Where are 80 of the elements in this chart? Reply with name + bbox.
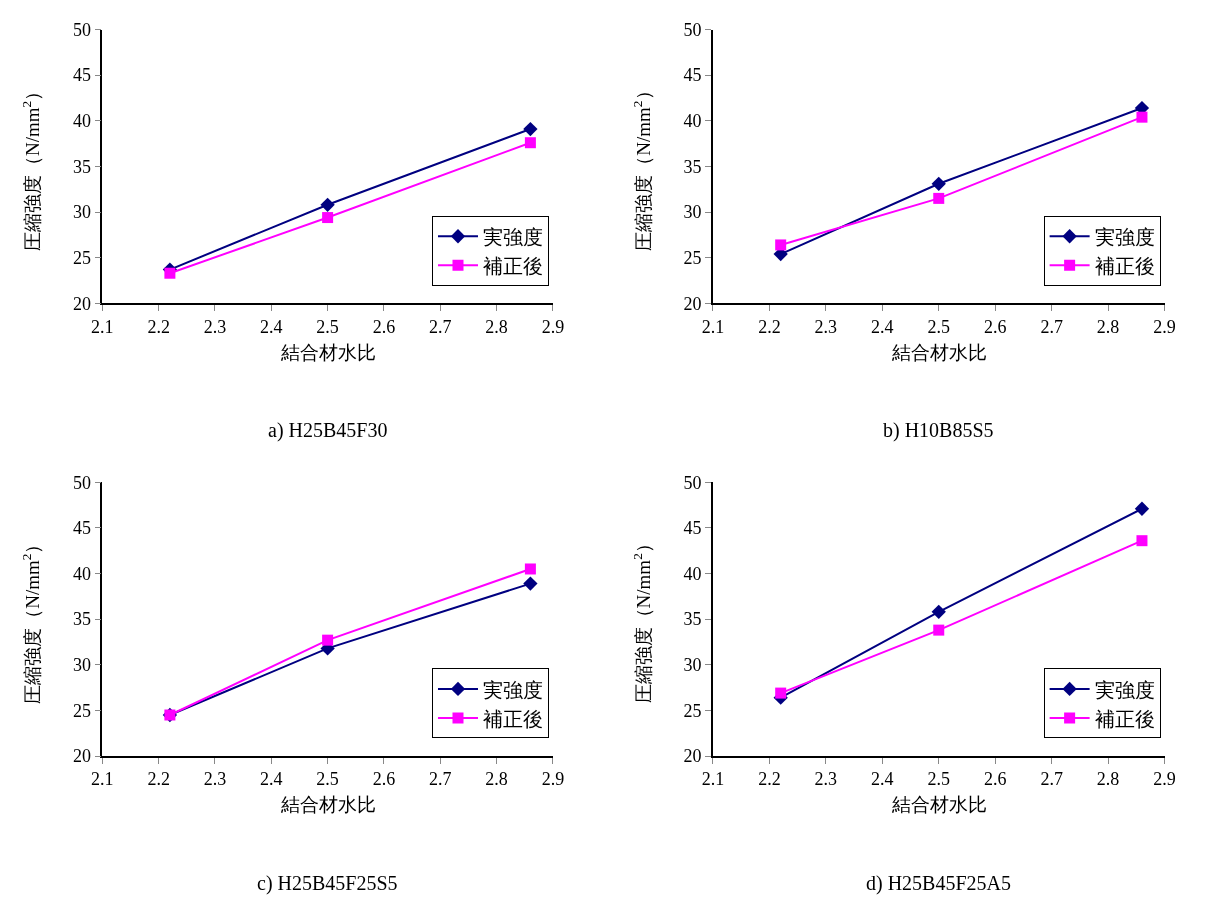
x-tick-label: 2.4 xyxy=(260,769,283,790)
y-tick-label: 25 xyxy=(72,700,91,721)
y-tick-label: 25 xyxy=(72,248,91,269)
y-tick-label: 30 xyxy=(72,655,91,676)
x-tick-label: 2.8 xyxy=(485,316,508,337)
y-tick-label: 20 xyxy=(72,293,91,314)
legend-label: 実強度 xyxy=(1094,226,1155,249)
y-tick-label: 45 xyxy=(72,518,91,539)
y-tick-label: 45 xyxy=(72,65,91,86)
x-tick-label: 2.3 xyxy=(814,316,838,337)
x-axis-title: 結合材水比 xyxy=(891,794,987,815)
x-tick-label: 2.1 xyxy=(701,769,725,790)
x-tick-label: 2.2 xyxy=(758,769,781,790)
legend-label: 実強度 xyxy=(1094,678,1155,701)
x-tick-label: 2.5 xyxy=(927,316,950,337)
x-tick-label: 2.5 xyxy=(316,316,339,337)
x-tick-label: 2.8 xyxy=(1096,769,1120,790)
legend-label: 実強度 xyxy=(483,226,543,249)
y-tick-label: 20 xyxy=(683,746,702,767)
y-tick-label: 25 xyxy=(683,248,702,269)
text: a) H25B45F30 xyxy=(268,419,388,442)
x-tick-label: 2.9 xyxy=(541,316,565,337)
y-tick-label: 35 xyxy=(72,609,91,630)
y-tick-label: 35 xyxy=(683,609,702,630)
y-tick-label: 20 xyxy=(72,746,91,767)
x-tick-label: 2.7 xyxy=(429,316,452,337)
x-tick-label: 2.4 xyxy=(871,316,894,337)
y-tick-label: 40 xyxy=(683,111,702,132)
y-tick-label: 50 xyxy=(72,19,91,40)
x-tick-label: 2.3 xyxy=(203,316,227,337)
x-tick-label: 2.5 xyxy=(927,769,950,790)
x-tick-label: 2.1 xyxy=(701,316,725,337)
x-tick-label: 2.4 xyxy=(260,316,283,337)
y-tick-label: 30 xyxy=(72,202,91,223)
y-tick-label: 25 xyxy=(683,700,702,721)
x-tick-label: 2.9 xyxy=(541,769,565,790)
x-tick-label: 2.7 xyxy=(1040,769,1063,790)
x-tick-label: 2.6 xyxy=(983,316,1007,337)
x-tick-label: 2.6 xyxy=(983,769,1007,790)
y-tick-label: 40 xyxy=(683,563,702,584)
y-tick-label: 50 xyxy=(683,472,702,493)
y-tick-label: 40 xyxy=(72,111,91,132)
y-tick-label: 30 xyxy=(683,655,702,676)
y-tick-label: 50 xyxy=(72,472,91,493)
y-tick-label: 20 xyxy=(683,293,702,314)
x-tick-label: 2.1 xyxy=(91,769,114,790)
x-tick-label: 2.4 xyxy=(871,769,894,790)
x-tick-label: 2.5 xyxy=(316,769,339,790)
x-tick-label: 2.8 xyxy=(1096,316,1120,337)
x-axis-title: 結合材水比 xyxy=(280,794,376,815)
text: d) H25B45F25A5 xyxy=(866,872,1012,895)
x-tick-label: 2.7 xyxy=(1040,316,1063,337)
y-tick-label: 35 xyxy=(72,156,91,177)
x-tick-label: 2.6 xyxy=(372,769,396,790)
x-tick-label: 2.3 xyxy=(814,769,838,790)
legend-label: 補正後 xyxy=(483,255,543,278)
x-tick-label: 2.7 xyxy=(429,769,452,790)
x-tick-label: 2.2 xyxy=(758,316,781,337)
legend-label: 補正後 xyxy=(483,707,543,730)
y-tick-label: 50 xyxy=(683,19,702,40)
x-tick-label: 2.3 xyxy=(203,769,227,790)
x-tick-label: 2.9 xyxy=(1153,769,1176,790)
legend-label: 実強度 xyxy=(483,678,543,701)
text: b) H10B85S5 xyxy=(883,419,994,442)
legend-label: 補正後 xyxy=(1094,707,1155,730)
x-tick-label: 2.8 xyxy=(485,769,508,790)
x-tick-label: 2.2 xyxy=(147,769,170,790)
x-tick-label: 2.2 xyxy=(147,316,170,337)
y-tick-label: 30 xyxy=(683,202,702,223)
y-tick-label: 45 xyxy=(683,65,702,86)
x-axis-title: 結合材水比 xyxy=(891,342,987,363)
text: c) H25B45F25S5 xyxy=(257,872,398,895)
x-tick-label: 2.6 xyxy=(372,316,396,337)
legend-label: 補正後 xyxy=(1094,255,1155,278)
y-tick-label: 40 xyxy=(72,563,91,584)
x-tick-label: 2.1 xyxy=(91,316,114,337)
y-tick-label: 35 xyxy=(683,156,702,177)
x-tick-label: 2.9 xyxy=(1153,316,1176,337)
y-tick-label: 45 xyxy=(683,518,702,539)
x-axis-title: 結合材水比 xyxy=(280,342,376,363)
